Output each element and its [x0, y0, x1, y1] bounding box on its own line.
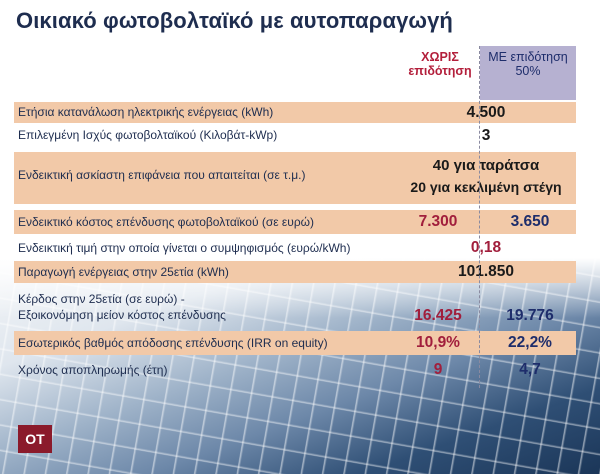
row-value: 101.850 [457, 263, 515, 280]
row-label: Εσωτερικός βαθμός απόδοσης επένδυσης (IR… [18, 336, 328, 350]
table-row: Παραγωγή ενέργειας στην 25ετία (kWh) 101… [14, 261, 576, 283]
row-value: 0,18 [470, 239, 502, 256]
ot-logo: ΟΤ [18, 425, 52, 453]
row-value-line2: 20 για κεκλιμένη στέγη [410, 179, 562, 195]
row-value-line1: 40 για ταράτσα [432, 157, 540, 174]
table-row: Ετήσια κατανάλωση ηλεκτρικής ενέργειας (… [14, 102, 576, 123]
table-row: Κέρδος στην 25ετία (σε ευρώ) - Εξοικονόμ… [14, 290, 576, 328]
row-label: Επιλεγμένη Ισχύς φωτοβολταϊκού (Κιλοβάτ-… [18, 128, 278, 142]
page-title: Οικιακό φωτοβολταϊκό με αυτοπαραγωγή [16, 8, 453, 33]
row-label: Ενδεικτική τιμή στην οποία γίνεται ο συμ… [18, 241, 351, 255]
value-with-subsidy: 22,2% [508, 334, 552, 351]
table-row: Εσωτερικός βαθμός απόδοσης επένδυσης (IR… [14, 331, 576, 355]
row-label: Παραγωγή ενέργειας στην 25ετία (kWh) [18, 265, 229, 279]
table-row: Ενδεικτική ασκίαστη επιφάνεια που απαιτε… [14, 152, 576, 204]
value-without-subsidy: 16.425 [414, 307, 462, 324]
value-without-subsidy: 10,9% [416, 334, 460, 351]
row-label-line1: Κέρδος στην 25ετία (σε ευρώ) - [18, 292, 185, 306]
with-subsidy-header: ΜΕ επιδότηση 50% [488, 50, 568, 78]
column-divider [479, 46, 480, 388]
row-value: 3 [481, 127, 491, 144]
table-row: Επιλεγμένη Ισχύς φωτοβολταϊκού (Κιλοβάτ-… [14, 125, 576, 146]
row-label: Ενδεικτική ασκίαστη επιφάνεια που απαιτε… [18, 168, 306, 182]
row-value: 4.500 [466, 104, 506, 121]
value-with-subsidy: 4,7 [519, 361, 541, 378]
value-without-subsidy: 7.300 [418, 213, 458, 230]
with-subsidy-header-bg [480, 46, 576, 100]
row-label-line2: Εξοικονόμηση μείον κόστος επένδυσης [18, 308, 226, 322]
without-subsidy-header: ΧΩΡΙΣ επιδότηση [408, 50, 472, 78]
row-label: Ενδεικτικό κόστος επένδυσης φωτοβολταϊκο… [18, 215, 315, 229]
row-label: Χρόνος αποπληρωμής (έτη) [18, 363, 168, 377]
value-without-subsidy: 9 [433, 361, 443, 378]
value-with-subsidy: 19.776 [506, 307, 554, 324]
row-label: Ετήσια κατανάλωση ηλεκτρικής ενέργειας (… [18, 105, 274, 119]
value-with-subsidy: 3.650 [510, 213, 550, 230]
table-row: Ενδεικτικό κόστος επένδυσης φωτοβολταϊκο… [14, 210, 576, 234]
table-row: Ενδεικτική τιμή στην οποία γίνεται ο συμ… [14, 237, 576, 259]
table-row: Χρόνος αποπληρωμής (έτη) 9 4,7 [14, 358, 576, 382]
